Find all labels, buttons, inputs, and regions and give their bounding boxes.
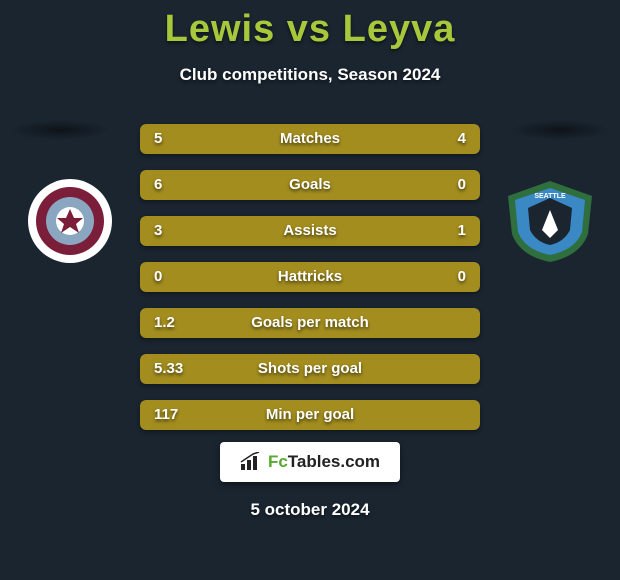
stat-bar-right — [329, 124, 480, 154]
stats-container: 54Matches 60Goals 31Assists 00Hattricks 1.2G… — [140, 124, 480, 446]
stat-bar-left — [140, 354, 480, 384]
comparison-subtitle: Club competitions, Season 2024 — [0, 65, 620, 85]
chart-icon — [240, 452, 262, 472]
stat-row: 00Hattricks — [140, 262, 480, 292]
stat-bar-left — [140, 124, 329, 154]
stat-bar-right — [412, 170, 480, 200]
stat-bar-left — [140, 262, 310, 292]
footer-brand-rest: Tables.com — [288, 452, 380, 471]
stat-row: 1.2Goals per match — [140, 308, 480, 338]
comparison-date: 5 october 2024 — [0, 500, 620, 520]
stat-bar-left — [140, 308, 480, 338]
footer-brand: FcTables.com — [220, 442, 400, 482]
stat-row: 117Min per goal — [140, 400, 480, 430]
ball-shadow-right — [510, 120, 610, 140]
stat-row: 5.33Shots per goal — [140, 354, 480, 384]
stat-bar-right — [310, 262, 480, 292]
stat-row: 54Matches — [140, 124, 480, 154]
stat-bar-left — [140, 400, 480, 430]
stat-row: 60Goals — [140, 170, 480, 200]
stat-row: 31Assists — [140, 216, 480, 246]
stat-bar-right — [395, 216, 480, 246]
stat-bar-left — [140, 216, 395, 246]
footer-brand-prefix: Fc — [268, 452, 288, 471]
ball-shadow-left — [10, 120, 110, 140]
team-badge-right: SEATTLE — [500, 178, 600, 264]
svg-text:SEATTLE: SEATTLE — [534, 193, 566, 200]
stat-bar-left — [140, 170, 412, 200]
comparison-title: Lewis vs Leyva — [0, 0, 620, 51]
footer-brand-text: FcTables.com — [268, 452, 380, 472]
team-badge-left — [20, 178, 120, 264]
